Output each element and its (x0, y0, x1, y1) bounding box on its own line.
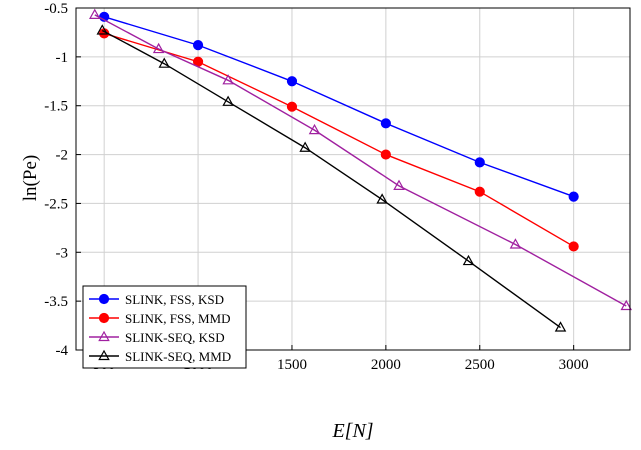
data-point (474, 157, 485, 168)
data-point (152, 42, 165, 54)
data-point (158, 57, 171, 68)
data-point (98, 293, 110, 305)
plot-frame (75, 7, 631, 351)
series-3 (89, 8, 633, 311)
data-point (222, 74, 234, 85)
x-tick-label: 1500 (277, 357, 307, 373)
data-point (376, 193, 388, 204)
legend-item: SLINK-SEQ, KSD (89, 330, 225, 345)
y-tick-label: -4 (56, 343, 69, 359)
data-point (393, 179, 405, 190)
data-point (98, 349, 110, 361)
legend-label: SLINK-SEQ, KSD (125, 330, 225, 345)
y-tick-label: -1 (56, 50, 69, 66)
series-line (94, 14, 627, 307)
y-tick-label: -1.5 (44, 99, 68, 115)
data-point (380, 118, 391, 129)
legend: SLINK, FSS, KSD SLINK, FSS, MMD SLINK-SEQ,… (82, 285, 247, 369)
y-tick-label: -0.5 (44, 1, 68, 17)
x-tick-label: 2000 (371, 357, 401, 373)
x-tick-label: 2500 (465, 357, 495, 373)
data-point (286, 76, 298, 87)
data-point (222, 95, 234, 106)
x-tick-label: 3000 (559, 357, 589, 373)
legend-item: SLINK, FSS, MMD (89, 311, 230, 326)
legend-label: SLINK, FSS, MMD (125, 311, 230, 326)
series-4 (96, 24, 567, 332)
data-point (474, 186, 485, 197)
data-point (192, 40, 204, 51)
legend-item: SLINK-SEQ, MMD (89, 349, 231, 364)
x-axis-label: E[N] (331, 420, 373, 442)
data-point (568, 241, 579, 252)
data-point (509, 238, 522, 249)
series-layer (89, 8, 633, 332)
legend-item: SLINK, FSS, KSD (89, 292, 224, 307)
data-point (568, 191, 579, 202)
data-point (96, 24, 109, 35)
data-point (98, 330, 110, 342)
data-point (308, 123, 321, 135)
data-point (554, 321, 567, 332)
data-point (89, 8, 101, 19)
y-tick-label: -2 (56, 148, 69, 164)
y-tick-label: -3 (56, 245, 69, 261)
y-axis-label: ln(Pe) (20, 155, 41, 201)
legend-label: SLINK, FSS, KSD (125, 292, 224, 307)
series-1 (99, 11, 579, 202)
series-line (103, 16, 574, 198)
data-point (620, 299, 633, 311)
data-point (299, 141, 311, 152)
data-point (380, 149, 391, 160)
y-tick-label: -2.5 (44, 196, 68, 212)
legend-label: SLINK-SEQ, MMD (125, 349, 231, 364)
y-tick-label: -3.5 (44, 294, 68, 310)
series-line (103, 32, 575, 248)
data-point (98, 312, 110, 324)
data-point (286, 101, 298, 112)
data-point (462, 254, 475, 266)
series-line (101, 29, 561, 329)
